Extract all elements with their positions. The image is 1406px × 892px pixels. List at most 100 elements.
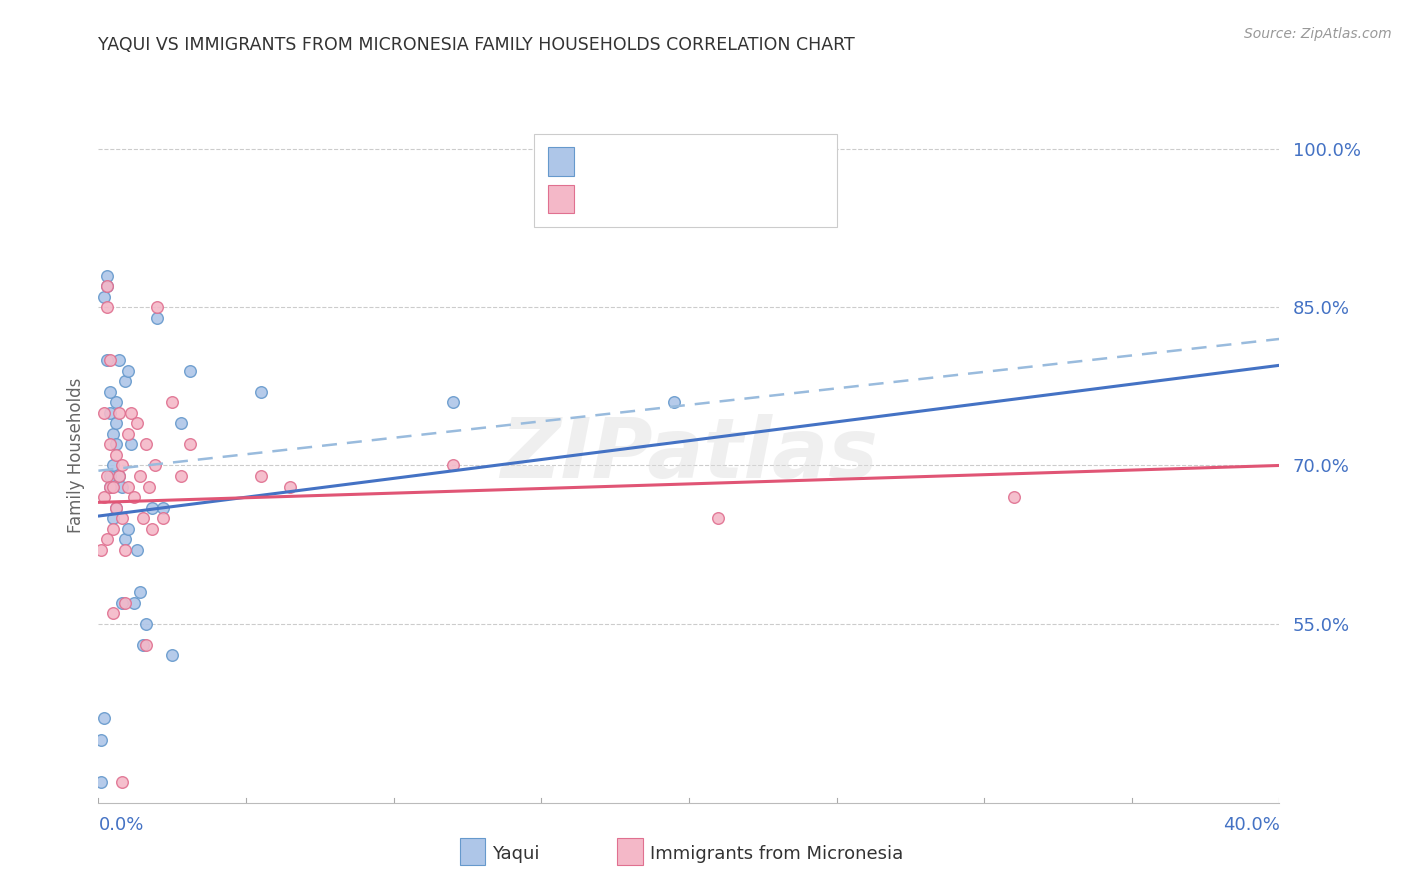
Point bbox=[120, 437, 142, 451]
Point bbox=[141, 500, 163, 515]
Point bbox=[179, 363, 201, 377]
Point bbox=[90, 774, 112, 789]
Point bbox=[103, 479, 125, 493]
Point bbox=[250, 469, 273, 483]
Point bbox=[162, 648, 183, 663]
Point bbox=[114, 533, 136, 547]
Point bbox=[111, 458, 134, 473]
Point bbox=[105, 448, 128, 462]
Point bbox=[90, 542, 112, 557]
Point bbox=[96, 268, 118, 283]
Point bbox=[441, 458, 464, 473]
Point bbox=[108, 469, 131, 483]
Point bbox=[93, 406, 115, 420]
Point bbox=[96, 533, 118, 547]
Point bbox=[128, 585, 150, 599]
Point bbox=[108, 353, 131, 368]
Text: 40.0%: 40.0% bbox=[1223, 816, 1279, 834]
Point bbox=[96, 469, 118, 483]
Point bbox=[111, 774, 134, 789]
Point bbox=[125, 417, 148, 431]
Point bbox=[111, 511, 134, 525]
Text: Immigrants from Micronesia: Immigrants from Micronesia bbox=[650, 845, 903, 863]
Point bbox=[122, 595, 145, 609]
Point bbox=[96, 353, 118, 368]
Point bbox=[117, 363, 139, 377]
Text: 0.037: 0.037 bbox=[623, 191, 683, 211]
Text: R =: R = bbox=[581, 191, 623, 211]
Point bbox=[128, 469, 150, 483]
Point bbox=[96, 279, 118, 293]
Point bbox=[132, 638, 155, 652]
Point bbox=[117, 522, 139, 536]
Point bbox=[441, 395, 464, 409]
Point bbox=[98, 469, 121, 483]
Point bbox=[105, 417, 128, 431]
Point bbox=[278, 479, 302, 493]
Text: N =: N = bbox=[689, 191, 733, 211]
Point bbox=[103, 522, 125, 536]
Point bbox=[152, 500, 174, 515]
Text: 41: 41 bbox=[731, 153, 758, 173]
Point bbox=[162, 395, 183, 409]
Point bbox=[98, 353, 121, 368]
Point bbox=[170, 417, 193, 431]
Text: R =: R = bbox=[581, 153, 623, 173]
Point bbox=[93, 711, 115, 725]
Point bbox=[132, 511, 155, 525]
Text: ZIPatlas: ZIPatlas bbox=[501, 415, 877, 495]
Point bbox=[103, 606, 125, 620]
Point bbox=[98, 384, 121, 399]
Point bbox=[103, 426, 125, 441]
Point bbox=[96, 279, 118, 293]
Text: 0.0%: 0.0% bbox=[98, 816, 143, 834]
Point bbox=[96, 301, 118, 315]
Point bbox=[93, 490, 115, 504]
Point bbox=[117, 479, 139, 493]
Point bbox=[105, 395, 128, 409]
Point bbox=[108, 469, 131, 483]
Point bbox=[146, 310, 169, 325]
Point bbox=[179, 437, 201, 451]
Point bbox=[122, 490, 145, 504]
Point bbox=[664, 395, 686, 409]
Point bbox=[141, 522, 163, 536]
Text: 0.165: 0.165 bbox=[623, 153, 685, 173]
Point bbox=[105, 437, 128, 451]
Point bbox=[170, 469, 193, 483]
Point bbox=[105, 500, 128, 515]
Point bbox=[152, 511, 174, 525]
Point bbox=[98, 437, 121, 451]
Point bbox=[98, 479, 121, 493]
Point bbox=[93, 290, 115, 304]
Point bbox=[125, 542, 148, 557]
Point bbox=[146, 301, 169, 315]
Point bbox=[114, 542, 136, 557]
Point bbox=[108, 406, 131, 420]
Point bbox=[90, 732, 112, 747]
Point bbox=[1002, 490, 1025, 504]
Point bbox=[105, 500, 128, 515]
Point bbox=[143, 458, 166, 473]
Point bbox=[111, 595, 134, 609]
Point bbox=[98, 479, 121, 493]
Point bbox=[117, 426, 139, 441]
Point bbox=[111, 479, 134, 493]
Point bbox=[98, 406, 121, 420]
Point bbox=[103, 458, 125, 473]
Text: N =: N = bbox=[689, 153, 733, 173]
Point bbox=[103, 511, 125, 525]
Point bbox=[114, 595, 136, 609]
Text: Yaqui: Yaqui bbox=[492, 845, 540, 863]
Point bbox=[114, 374, 136, 388]
Text: 44: 44 bbox=[731, 191, 758, 211]
Point bbox=[120, 406, 142, 420]
Point bbox=[135, 437, 157, 451]
Point bbox=[138, 479, 160, 493]
Point bbox=[250, 384, 273, 399]
Y-axis label: Family Households: Family Households bbox=[66, 377, 84, 533]
Point bbox=[135, 616, 157, 631]
Point bbox=[135, 638, 157, 652]
Text: YAQUI VS IMMIGRANTS FROM MICRONESIA FAMILY HOUSEHOLDS CORRELATION CHART: YAQUI VS IMMIGRANTS FROM MICRONESIA FAMI… bbox=[98, 36, 855, 54]
Point bbox=[707, 511, 730, 525]
